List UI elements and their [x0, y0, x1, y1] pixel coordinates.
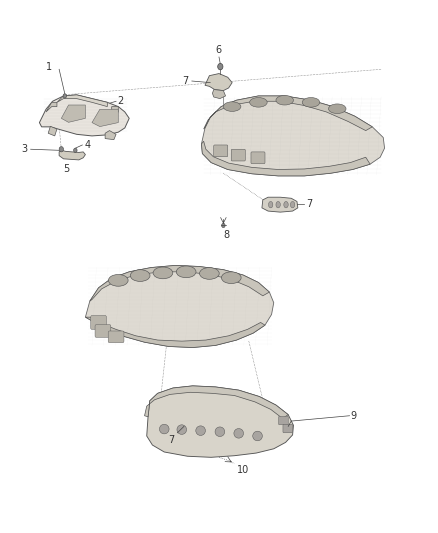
Circle shape	[74, 148, 77, 152]
Polygon shape	[39, 95, 129, 136]
Text: 5: 5	[64, 164, 70, 174]
Ellipse shape	[302, 98, 320, 107]
Polygon shape	[61, 105, 85, 122]
Polygon shape	[201, 141, 370, 176]
Ellipse shape	[215, 427, 225, 437]
Polygon shape	[92, 109, 118, 126]
Text: 7: 7	[182, 76, 188, 86]
Polygon shape	[105, 131, 116, 140]
Circle shape	[218, 63, 223, 70]
Polygon shape	[212, 90, 226, 99]
Ellipse shape	[200, 268, 219, 279]
Polygon shape	[48, 126, 57, 136]
Polygon shape	[147, 386, 293, 457]
Text: 10: 10	[237, 465, 249, 475]
Polygon shape	[85, 265, 274, 348]
Text: 7: 7	[168, 435, 174, 445]
FancyBboxPatch shape	[231, 149, 245, 161]
Text: 1: 1	[46, 62, 52, 72]
Text: 2: 2	[117, 96, 124, 106]
Text: 4: 4	[84, 140, 90, 150]
Ellipse shape	[276, 95, 293, 105]
FancyBboxPatch shape	[214, 145, 228, 157]
Ellipse shape	[250, 98, 267, 107]
Ellipse shape	[284, 201, 288, 208]
FancyBboxPatch shape	[283, 424, 293, 433]
Ellipse shape	[268, 201, 273, 208]
Text: 3: 3	[21, 144, 27, 154]
Polygon shape	[204, 96, 372, 131]
Circle shape	[59, 147, 64, 152]
Polygon shape	[85, 317, 265, 348]
Ellipse shape	[196, 426, 205, 435]
Text: 9: 9	[350, 411, 357, 421]
Ellipse shape	[253, 431, 262, 441]
FancyBboxPatch shape	[251, 152, 265, 164]
Ellipse shape	[177, 425, 187, 434]
Polygon shape	[57, 95, 107, 107]
Polygon shape	[112, 107, 118, 116]
Polygon shape	[262, 197, 298, 212]
Ellipse shape	[234, 429, 244, 438]
Text: 6: 6	[215, 45, 221, 55]
Polygon shape	[59, 150, 85, 160]
FancyBboxPatch shape	[91, 316, 106, 329]
Polygon shape	[205, 74, 232, 91]
Circle shape	[222, 223, 225, 228]
Ellipse shape	[276, 201, 280, 208]
FancyBboxPatch shape	[95, 325, 111, 337]
Ellipse shape	[176, 266, 196, 278]
FancyBboxPatch shape	[279, 416, 288, 425]
Polygon shape	[145, 386, 288, 418]
Ellipse shape	[109, 274, 128, 286]
Polygon shape	[46, 102, 57, 112]
Ellipse shape	[328, 104, 346, 114]
Ellipse shape	[131, 270, 150, 281]
Text: 7: 7	[306, 199, 312, 209]
Ellipse shape	[290, 201, 295, 208]
Ellipse shape	[159, 424, 169, 434]
Ellipse shape	[222, 272, 241, 284]
Polygon shape	[90, 265, 269, 301]
Circle shape	[63, 94, 67, 98]
FancyBboxPatch shape	[108, 331, 124, 343]
Ellipse shape	[223, 102, 241, 111]
Ellipse shape	[153, 267, 173, 279]
Text: 8: 8	[223, 230, 230, 240]
Polygon shape	[201, 96, 385, 176]
